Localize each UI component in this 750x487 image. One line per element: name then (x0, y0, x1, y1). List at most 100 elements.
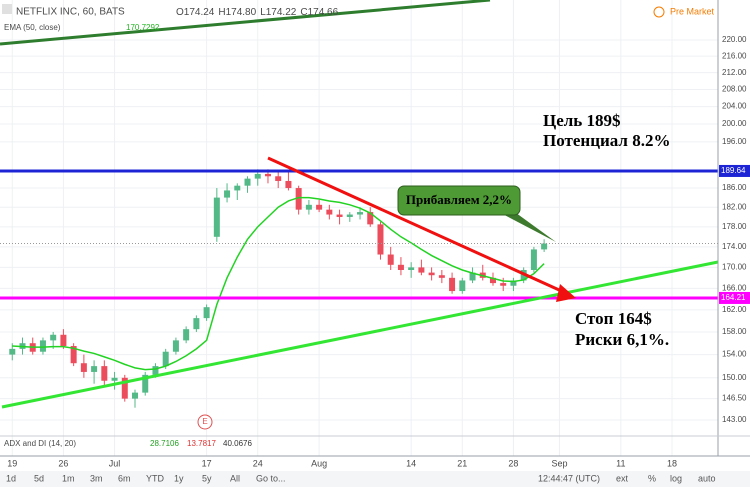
event-marker[interactable] (197, 414, 213, 430)
candle-body (264, 173, 271, 177)
range-button[interactable]: 3m (90, 473, 103, 483)
candle-body (234, 185, 241, 191)
candle-body (377, 224, 384, 255)
range-button[interactable]: YTD (146, 473, 165, 483)
ohlc-value: L174.22 (260, 7, 297, 18)
candle-body (50, 334, 57, 341)
grid (0, 0, 718, 456)
level-label: 189.64 (721, 166, 746, 175)
candle-body (111, 377, 118, 381)
y-tick-label: 158.00 (722, 327, 747, 336)
y-tick-label: 196.00 (722, 137, 747, 146)
range-button[interactable]: 1d (6, 473, 16, 483)
x-tick-label: 24 (253, 458, 263, 468)
candle-body (285, 180, 292, 189)
candle-body (367, 212, 374, 225)
x-tick-label: Sep (551, 458, 567, 468)
level-label-bg (719, 291, 750, 304)
x-tick-label: Jul (109, 458, 121, 468)
y-tick-label: 186.00 (722, 183, 747, 192)
candle-body (162, 351, 169, 367)
price-axis (718, 0, 750, 456)
candle-body (295, 188, 302, 210)
range-button[interactable]: All (230, 473, 240, 483)
x-tick-label: 18 (667, 458, 677, 468)
ohlc-value: C174.66 (300, 7, 338, 18)
candle-body (336, 214, 343, 217)
x-tick-label: 17 (202, 458, 212, 468)
range-button[interactable]: 1m (62, 473, 75, 483)
pre-market-icon (653, 6, 665, 18)
toggle[interactable]: ext (616, 473, 629, 483)
candle-body (244, 178, 251, 186)
y-tick-label: 182.00 (722, 202, 747, 211)
y-tick-label: 150.00 (722, 373, 747, 382)
candle-body (121, 377, 128, 399)
candle-body (142, 374, 149, 393)
callout-text: Прибавляем 2,2% (406, 192, 512, 207)
candle-body (438, 275, 445, 278)
candle-body (305, 204, 312, 210)
x-tick-label: 28 (508, 458, 518, 468)
ohlc-value: H174.80 (218, 7, 256, 18)
indicator-name: ADX and DI (14, 20) (4, 439, 76, 448)
potential-text: Потенциал 8.2% (543, 131, 670, 150)
candle-body (80, 363, 87, 372)
range-button[interactable]: Go to... (256, 473, 286, 483)
candle-body (91, 366, 98, 372)
candle-body (541, 243, 548, 250)
candle-body (469, 272, 476, 281)
ema-legend: EMA (50, close) (4, 23, 61, 32)
candle-body (489, 277, 496, 284)
y-tick-label: 220.00 (722, 35, 747, 44)
candle-body (408, 267, 415, 270)
indicator-value: 13.7817 (187, 439, 216, 448)
range-button[interactable]: 6m (118, 473, 131, 483)
event-label: E (202, 417, 207, 426)
x-tick-label: 11 (616, 458, 625, 468)
candle-body (346, 214, 353, 217)
axis: 220.00 216.00 212.00 208.00 204.00 200.00 196.… (719, 35, 750, 424)
callout-box (397, 185, 521, 216)
y-tick-label: 212.00 (722, 68, 747, 77)
pre-market[interactable]: Pre Market (670, 6, 715, 16)
toggle[interactable]: auto (698, 473, 716, 483)
symbol-title: NETFLIX INC, 60, BATS (16, 7, 125, 18)
y-tick-label: 154.00 (722, 350, 747, 359)
range-button[interactable]: 1y (174, 473, 184, 483)
toggle[interactable]: log (670, 473, 682, 483)
stop-text: Стоп 164$ (575, 309, 652, 328)
indicator-value: 40.0676 (223, 439, 252, 448)
resistance-line (267, 156, 569, 296)
y-tick-label: 204.00 (722, 102, 747, 111)
range-button[interactable]: 5y (202, 473, 212, 483)
y-tick-label: 178.00 (722, 222, 747, 231)
toggle[interactable]: % (648, 473, 656, 483)
clock: 12:44:47 (UTC) (538, 473, 600, 483)
candle-body (530, 249, 537, 270)
level-label: 164.21 (721, 293, 746, 302)
candle-body (224, 190, 231, 198)
candle-body (397, 264, 404, 270)
level-label-bg (719, 164, 750, 177)
arrow-head (556, 284, 576, 302)
candle-body (60, 334, 67, 347)
x-tick-label: 14 (406, 458, 416, 468)
risk-text: Риски 6,1%. (575, 330, 669, 349)
y-tick-label: 170.00 (722, 263, 747, 272)
ema-line (12, 196, 545, 371)
candle-body (9, 348, 16, 355)
icon[interactable] (2, 4, 12, 14)
y-tick-label: 174.00 (722, 242, 747, 251)
toolbar-items: 1d 5d 1m 3m 6m YTD 1y 5y All Go to... 12:44:47 (UT… (6, 473, 716, 483)
range-button[interactable]: 5d (34, 473, 44, 483)
candle-body (510, 280, 517, 286)
ohlc-legend: O174.24 H174.80 L174.22 C174.66 (176, 7, 339, 18)
trend-line (0, 0, 491, 46)
candle-body (500, 283, 507, 286)
candle-body (39, 340, 46, 352)
y-tick-label: 208.00 (722, 85, 747, 94)
plot (0, 169, 718, 408)
candle-body (449, 277, 456, 292)
